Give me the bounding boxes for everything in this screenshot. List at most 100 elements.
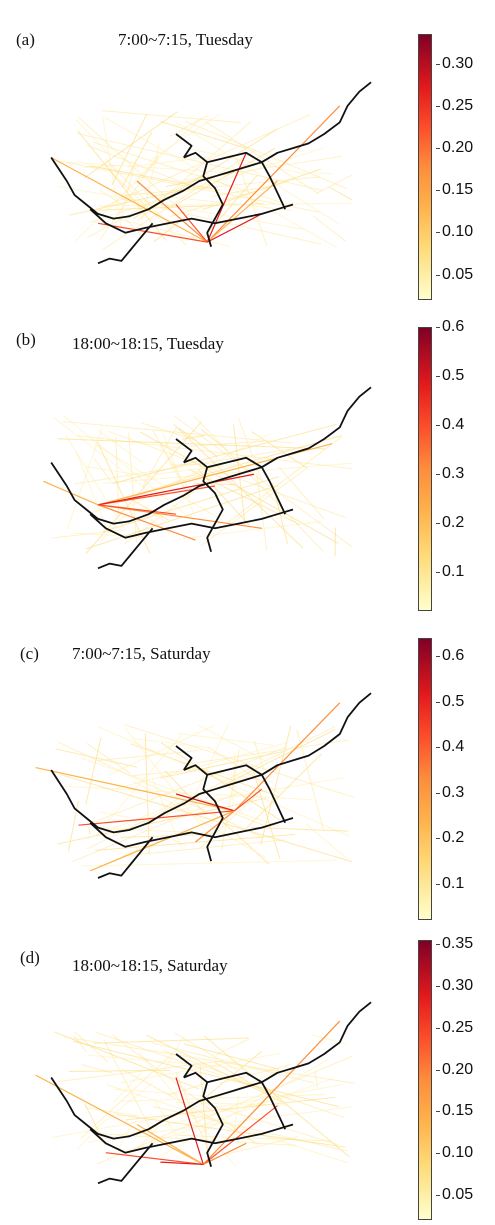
od-flow-line [199, 795, 257, 849]
panel-d-label: (d) [20, 948, 40, 967]
od-flow-layer [43, 415, 353, 557]
od-flow-line [170, 147, 276, 208]
od-flow-line [76, 133, 324, 192]
od-flow-line [164, 770, 207, 815]
od-flow-line [35, 767, 235, 812]
rail-network [50, 1001, 372, 1185]
od-flow-line [99, 512, 128, 542]
od-flow-line [228, 436, 343, 523]
od-flow-line [84, 1103, 105, 1144]
od-flow-line [136, 1123, 204, 1165]
colorbar-tick-label: 0.30 [435, 54, 474, 72]
od-flow-line [97, 504, 196, 541]
od-flow-line [190, 440, 265, 447]
rail-line [183, 1071, 224, 1168]
od-flow-line [171, 838, 187, 847]
od-flow-line [92, 443, 224, 522]
od-flow-line [88, 826, 91, 835]
od-flow-line [175, 793, 235, 812]
panel-c-title: 7:00~7:15, Saturday [72, 644, 211, 663]
od-flow-line [88, 1054, 273, 1072]
od-flow-line [69, 188, 191, 216]
panel-a-network-map [50, 81, 372, 265]
colorbar-tick-label: 0.15 [435, 1102, 474, 1120]
od-flow-line [203, 1142, 247, 1165]
od-flow-line [251, 765, 281, 859]
od-flow-line [102, 149, 256, 250]
od-flow-line [117, 1128, 131, 1151]
rail-line [206, 764, 287, 824]
od-flow-line [176, 122, 340, 225]
od-flow-line [105, 1152, 204, 1166]
rail-line [175, 745, 193, 771]
panel-c-colorbar [418, 638, 432, 920]
od-flow-line [78, 116, 177, 207]
od-flow-line [204, 121, 319, 195]
od-flow-line [182, 434, 206, 440]
od-flow-line [136, 180, 208, 243]
rail-line [89, 203, 294, 234]
od-flow-line [127, 495, 167, 523]
od-flow-line [111, 113, 148, 186]
od-flow-line [97, 222, 208, 243]
colorbar-tick-label: 0.10 [435, 223, 474, 241]
panel-d-title: 18:00~18:15, Saturday [72, 956, 228, 975]
colorbar-tick-label: 0.35 [435, 935, 474, 953]
od-flow-line [153, 214, 189, 243]
rail-network [50, 386, 372, 570]
od-flow-line [175, 204, 208, 243]
od-flow-line [83, 164, 120, 169]
od-flow-line [72, 1040, 339, 1108]
od-flow-line [311, 1034, 348, 1045]
od-flow-line [59, 773, 353, 863]
od-flow-line [195, 810, 235, 843]
od-flow-line [236, 157, 268, 247]
od-flow-line [112, 1072, 143, 1104]
od-flow-line [93, 1037, 249, 1044]
od-flow-line [197, 724, 267, 762]
od-flow-line [193, 482, 236, 486]
od-flow-line [234, 788, 263, 812]
od-flow-line [63, 1036, 355, 1084]
od-flow-line [329, 186, 353, 201]
od-flow-line [184, 120, 348, 190]
rail-line [89, 508, 294, 539]
rail-line [175, 1053, 193, 1078]
od-flow-line [135, 192, 292, 211]
od-flow-line [162, 433, 196, 517]
od-flow-line [125, 1096, 336, 1121]
od-flow-line [88, 165, 221, 191]
od-flow-line [244, 753, 322, 830]
od-flow-line [95, 1082, 154, 1130]
od-flow-line [112, 423, 337, 484]
od-flow-line [155, 458, 278, 475]
panel-a-colorbar [418, 34, 432, 300]
colorbar-tick-label: 0.5 [435, 692, 465, 710]
od-flow-line [193, 416, 324, 552]
panel-b-label: (b) [16, 330, 36, 349]
od-flow-line [251, 826, 349, 832]
od-flow-line [175, 1077, 204, 1165]
panel-a-label: (a) [16, 30, 35, 49]
od-flow-line [53, 1031, 199, 1090]
colorbar-tick-label: 0.5 [435, 366, 465, 384]
od-flow-line [57, 438, 325, 450]
od-flow-line [128, 432, 138, 543]
od-flow-line [102, 462, 352, 484]
od-flow-line [128, 1106, 353, 1136]
colorbar-tick-label: 0.15 [435, 181, 474, 199]
od-flow-line [131, 737, 211, 749]
od-flow-line [211, 184, 278, 198]
od-flow-line [58, 741, 262, 838]
od-flow-line [199, 1065, 209, 1160]
od-flow-line [121, 1094, 326, 1102]
od-flow-line [178, 427, 218, 458]
od-flow-line [184, 147, 307, 175]
od-flow-line [313, 172, 333, 175]
colorbar-tick-label: 0.4 [435, 415, 465, 433]
od-flow-line [63, 415, 193, 521]
od-flow-line [175, 1101, 289, 1106]
od-flow-line [152, 1106, 348, 1152]
od-flow-line [125, 728, 212, 839]
od-flow-line [88, 459, 234, 515]
